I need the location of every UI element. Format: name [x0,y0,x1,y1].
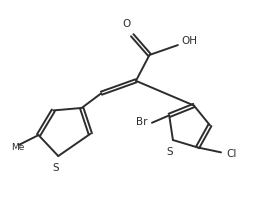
Text: S: S [52,164,59,173]
Text: Br: Br [135,116,147,127]
Text: Cl: Cl [226,149,236,159]
Text: O: O [122,19,130,29]
Text: OH: OH [182,36,198,46]
Text: S: S [166,147,173,157]
Text: Me: Me [12,143,25,152]
